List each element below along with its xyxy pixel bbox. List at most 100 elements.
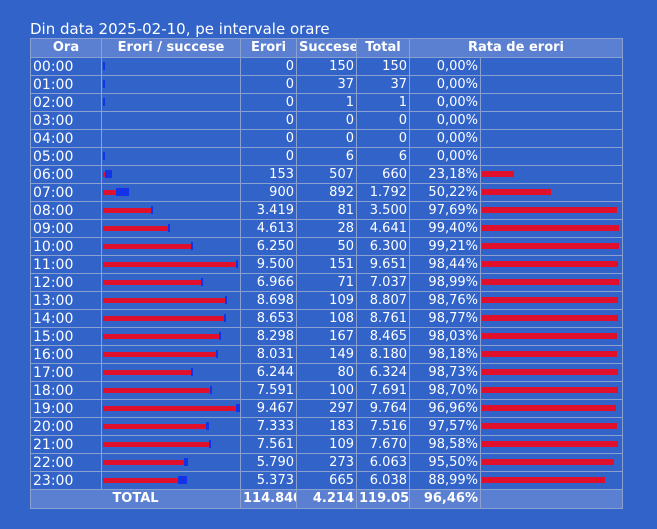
total-cell: 8.180	[356, 345, 410, 364]
errors-cell: 6.966	[240, 273, 297, 292]
rate-bar-cell	[479, 93, 624, 112]
success-bar	[236, 404, 240, 412]
bar-cell	[101, 165, 241, 184]
table-row: 23:00 5.373 665 6.038 88,99%	[30, 471, 624, 490]
rate-cell: 0,00%	[409, 111, 481, 130]
rate-bar	[482, 423, 617, 429]
table-row: 16:00 8.031 149 8.180 98,18%	[30, 345, 624, 364]
total-successes: 4.214	[296, 489, 357, 509]
bar-cell	[101, 327, 241, 346]
total-cell: 660	[356, 165, 410, 184]
rate-bar	[482, 279, 619, 285]
table-body: 00:00 0 150 150 0,00% 01:00 0 37 37 0,00% 02:00 0 1 1…	[30, 57, 624, 490]
successes-cell: 71	[296, 273, 357, 292]
rate-cell: 0,00%	[409, 57, 481, 76]
rate-cell: 98,70%	[409, 381, 481, 400]
total-cell: 37	[356, 75, 410, 94]
table-row: 10:00 6.250 50 6.300 99,21%	[30, 237, 624, 256]
rate-bar-cell	[479, 363, 624, 382]
total-errors: 114.840	[240, 489, 297, 509]
rate-bar-cell	[479, 219, 624, 238]
hour-cell: 03:00	[30, 111, 102, 130]
error-bar	[103, 406, 236, 411]
success-bar	[224, 314, 226, 322]
errors-cell: 900	[240, 183, 297, 202]
bar-cell	[101, 129, 241, 148]
total-cell: 1	[356, 93, 410, 112]
table-row: 09:00 4.613 28 4.641 99,40%	[30, 219, 624, 238]
hour-cell: 06:00	[30, 165, 102, 184]
successes-cell: 507	[296, 165, 357, 184]
successes-cell: 6	[296, 147, 357, 166]
errors-cell: 0	[240, 111, 297, 130]
errors-cell: 8.653	[240, 309, 297, 328]
table-row: 15:00 8.298 167 8.465 98,03%	[30, 327, 624, 346]
rate-cell: 97,57%	[409, 417, 481, 436]
bar-cell	[101, 345, 241, 364]
rate-bar	[482, 387, 618, 393]
error-bar	[103, 208, 151, 213]
total-cell: 6.324	[356, 363, 410, 382]
table-row: 12:00 6.966 71 7.037 98,99%	[30, 273, 624, 292]
bar-cell	[101, 381, 241, 400]
successes-cell: 81	[296, 201, 357, 220]
successes-cell: 108	[296, 309, 357, 328]
success-bar	[103, 152, 105, 160]
rate-bar-cell	[479, 453, 624, 472]
total-cell: 8.807	[356, 291, 410, 310]
errors-cell: 7.561	[240, 435, 297, 454]
successes-cell: 1	[296, 93, 357, 112]
table-row: 22:00 5.790 273 6.063 95,50%	[30, 453, 624, 472]
success-bar	[236, 260, 238, 268]
errors-cell: 6.250	[240, 237, 297, 256]
rate-bar-cell	[479, 381, 624, 400]
success-bar	[103, 98, 105, 106]
bar-cell	[101, 255, 241, 274]
rate-cell: 0,00%	[409, 93, 481, 112]
total-cell: 6	[356, 147, 410, 166]
errors-cell: 153	[240, 165, 297, 184]
rate-cell: 98,73%	[409, 363, 481, 382]
success-bar	[105, 170, 112, 178]
total-cell: 1.792	[356, 183, 410, 202]
rate-bar-cell	[479, 75, 624, 94]
total-cell: 0	[356, 129, 410, 148]
hour-cell: 15:00	[30, 327, 102, 346]
errors-cell: 8.298	[240, 327, 297, 346]
table-row: 14:00 8.653 108 8.761 98,77%	[30, 309, 624, 328]
rate-bar-cell	[479, 147, 624, 166]
header-rate: Rata de erori	[408, 38, 624, 58]
successes-cell: 109	[296, 435, 357, 454]
error-bar	[103, 370, 191, 375]
hour-cell: 19:00	[30, 399, 102, 418]
success-bar	[116, 188, 129, 196]
rate-bar	[482, 207, 617, 213]
bar-cell	[101, 183, 241, 202]
error-bar	[103, 442, 209, 447]
bar-cell	[101, 453, 241, 472]
bar-cell	[101, 75, 241, 94]
rate-cell: 98,03%	[409, 327, 481, 346]
success-bar	[103, 80, 105, 88]
successes-cell: 665	[296, 471, 357, 490]
rate-cell: 0,00%	[409, 147, 481, 166]
successes-cell: 297	[296, 399, 357, 418]
successes-cell: 167	[296, 327, 357, 346]
hour-cell: 01:00	[30, 75, 102, 94]
table-row: 04:00 0 0 0 0,00%	[30, 129, 624, 148]
rate-bar-cell	[479, 201, 624, 220]
rate-bar	[482, 405, 616, 411]
hour-cell: 00:00	[30, 57, 102, 76]
successes-cell: 28	[296, 219, 357, 238]
rate-bar-cell	[479, 57, 624, 76]
success-bar	[216, 350, 218, 358]
errors-cell: 9.467	[240, 399, 297, 418]
hour-cell: 07:00	[30, 183, 102, 202]
errors-cell: 8.031	[240, 345, 297, 364]
bar-cell	[101, 309, 241, 328]
success-bar	[178, 476, 187, 484]
success-bar	[225, 296, 227, 304]
table-row: 18:00 7.591 100 7.691 98,70%	[30, 381, 624, 400]
rate-cell: 97,69%	[409, 201, 481, 220]
header-row: Ora Erori / succese Erori Succese Total …	[30, 38, 624, 58]
